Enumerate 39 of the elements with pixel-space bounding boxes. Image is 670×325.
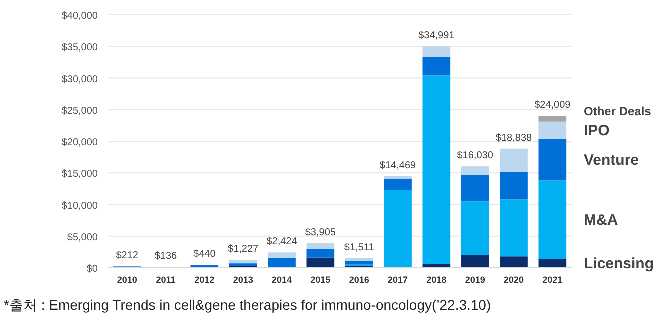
- x-tick-label: 2017: [388, 275, 408, 285]
- x-tick-label: 2021: [542, 275, 563, 285]
- total-label: $24,009: [534, 100, 572, 112]
- y-tick-label: $40,000: [62, 11, 98, 22]
- total-label: $212: [116, 250, 139, 262]
- total-label: $34,991: [418, 30, 456, 42]
- y-tick-label: $15,000: [62, 169, 98, 180]
- x-tick-label: 2018: [426, 275, 447, 285]
- x-tick-label: 2016: [349, 275, 370, 285]
- series-label: IPO: [584, 122, 610, 140]
- text: *출처 : Emerging Trends in cell&gene therapies for immuno-oncology(’22.3.10): [4, 297, 492, 313]
- total-label: $18,838: [496, 132, 533, 144]
- total-label: $3,905: [305, 227, 336, 238]
- series-label: Licensing: [584, 256, 654, 273]
- x-tick-label: 2015: [310, 275, 331, 285]
- x-tick-label: 2014: [272, 275, 292, 285]
- x-tick-label: 2019: [465, 275, 486, 285]
- total-label: $440: [194, 249, 216, 260]
- y-tick-label: $25,000: [62, 106, 98, 117]
- total-label: $16,030: [457, 150, 494, 162]
- total-label: $14,469: [380, 160, 417, 172]
- x-tick-label: 2013: [233, 275, 254, 285]
- series-label: Other Deals: [584, 104, 652, 118]
- y-tick-label: $5,000: [67, 232, 98, 244]
- total-label: $136: [154, 251, 178, 262]
- series-label: M&A: [584, 212, 618, 229]
- y-tick-label: $0: [86, 264, 98, 275]
- x-tick-label: 2010: [117, 275, 138, 285]
- series-label: Venture: [584, 152, 640, 169]
- x-tick-label: 2020: [504, 275, 524, 285]
- x-tick-label: 2011: [156, 275, 176, 285]
- y-tick-label: $35,000: [62, 42, 98, 54]
- total-label: $1,227: [228, 244, 260, 256]
- total-label: $1,511: [344, 242, 375, 254]
- y-tick-label: $30,000: [62, 74, 98, 86]
- y-tick-label: $10,000: [62, 200, 98, 212]
- y-tick-label: $20,000: [62, 138, 98, 148]
- total-label: $2,424: [266, 236, 298, 248]
- x-tick-label: 2012: [194, 275, 215, 285]
